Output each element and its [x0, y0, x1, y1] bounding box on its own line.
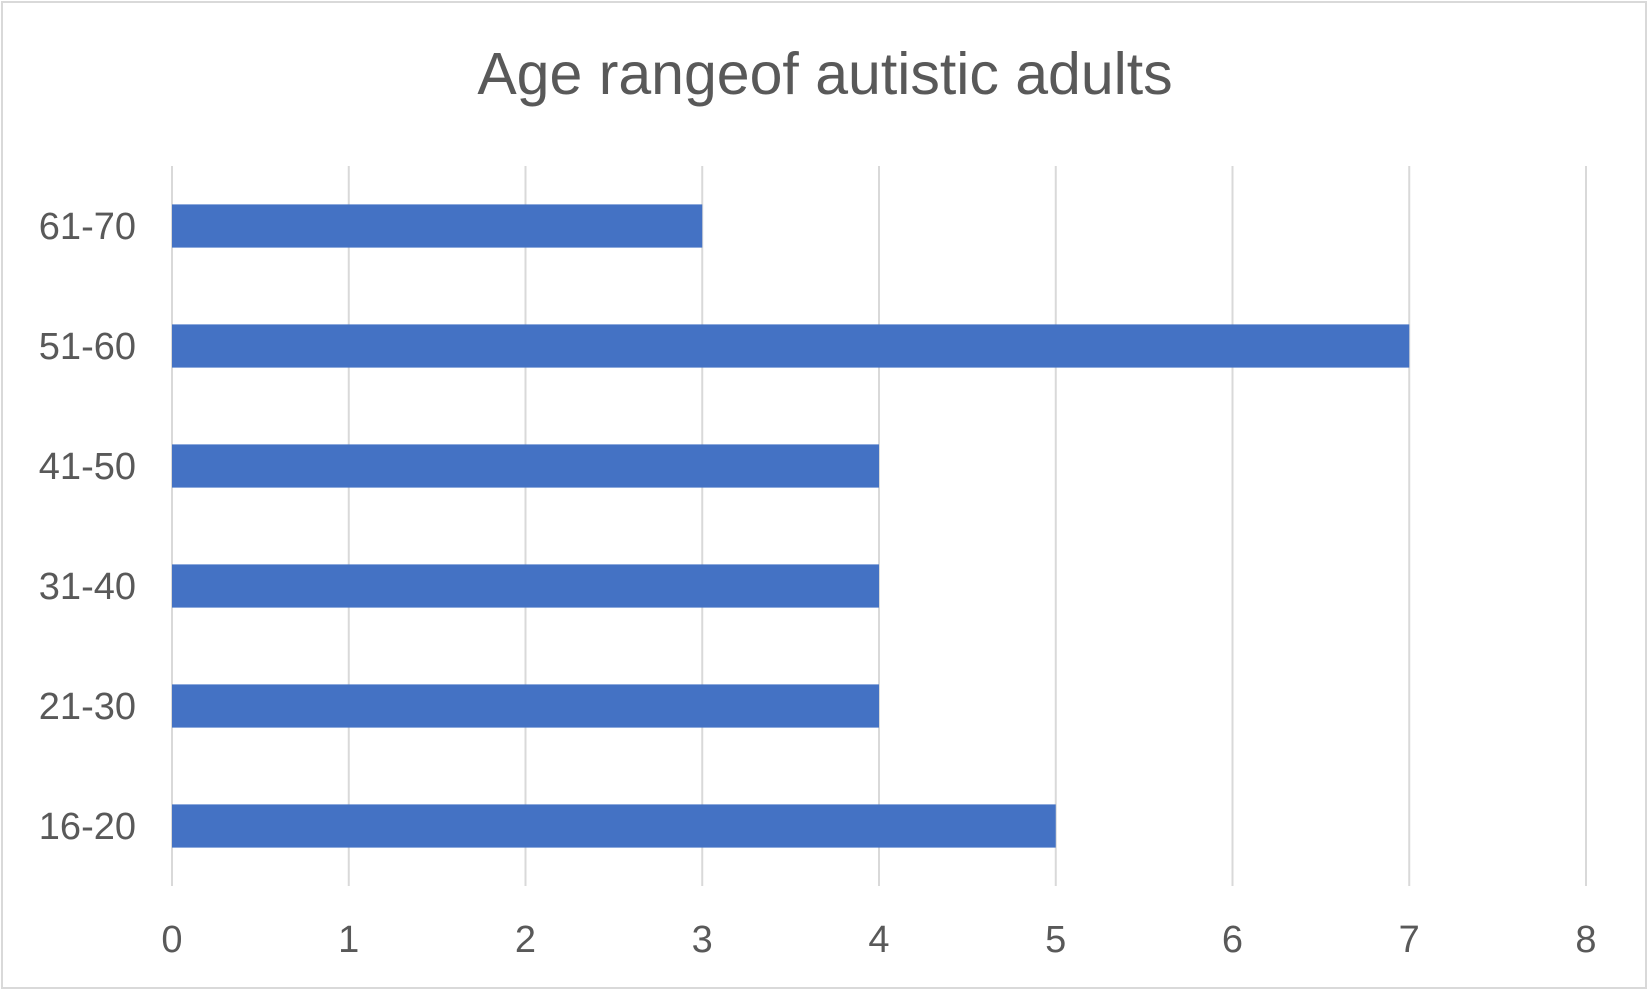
bars [172, 204, 1410, 848]
gridlines [171, 166, 1587, 886]
y-axis-tick-labels: 16-20 21-30 31-40 41-50 51-60 61-70 [39, 206, 136, 848]
bar-16-20 [172, 804, 1056, 848]
y-tick-label-21-30: 21-30 [39, 686, 136, 728]
x-tick-label-1: 1 [338, 919, 359, 961]
y-tick-label-51-60: 51-60 [39, 326, 136, 368]
bar-41-50 [172, 444, 879, 488]
x-tick-label-6: 6 [1222, 919, 1243, 961]
bar-21-30 [172, 684, 879, 728]
bar-61-70 [172, 204, 703, 248]
x-tick-label-3: 3 [692, 919, 713, 961]
y-tick-label-61-70: 61-70 [39, 206, 136, 248]
x-axis-tick-labels: 0 1 2 3 4 5 6 7 8 [161, 919, 1596, 961]
x-tick-label-5: 5 [1045, 919, 1066, 961]
bar-51-60 [172, 324, 1410, 368]
x-tick-label-4: 4 [868, 919, 889, 961]
y-tick-label-31-40: 31-40 [39, 566, 136, 608]
x-tick-label-7: 7 [1399, 919, 1420, 961]
x-tick-label-2: 2 [515, 919, 536, 961]
y-tick-label-41-50: 41-50 [39, 446, 136, 488]
x-tick-label-8: 8 [1575, 919, 1596, 961]
y-tick-label-16-20: 16-20 [39, 806, 136, 848]
bar-31-40 [172, 564, 879, 608]
x-tick-label-0: 0 [161, 919, 182, 961]
chart-title: Age rangeof autistic adults [477, 41, 1172, 107]
